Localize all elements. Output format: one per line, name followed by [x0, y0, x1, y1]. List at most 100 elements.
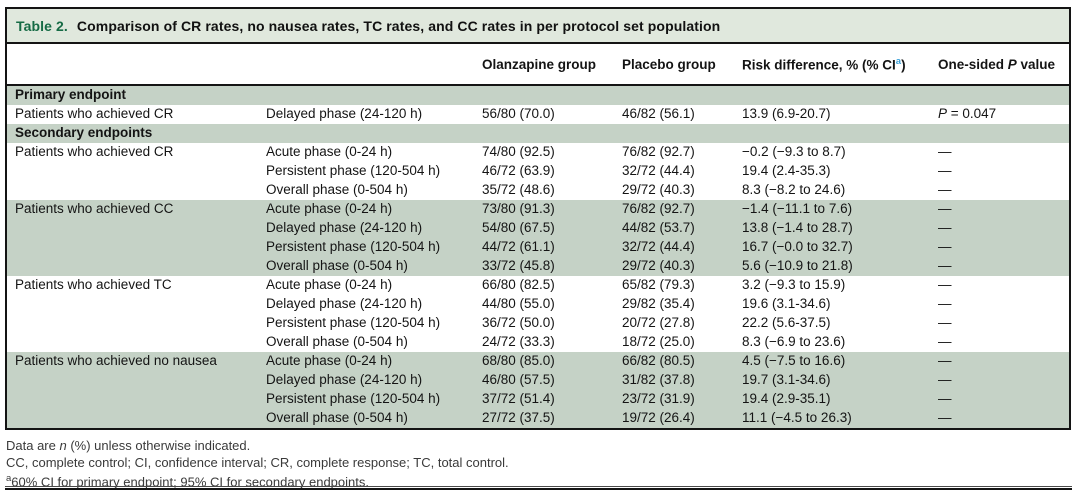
data-row: Overall phase (0-504 h) 27/72 (37.5) 19/72…	[7, 408, 1069, 428]
p-value-cell: —	[934, 237, 1069, 257]
olanzapine-value-cell: 24/72 (33.3)	[482, 334, 555, 349]
olanzapine-value-cell: 46/80 (57.5)	[478, 370, 618, 390]
phase-cell: Overall phase (0-504 h)	[262, 408, 478, 428]
olanzapine-value-cell: 56/80 (70.0)	[482, 106, 555, 121]
p-value-cell: —	[934, 351, 1069, 371]
data-row: Patients who achieved CR Acute phase (0-2…	[7, 143, 1069, 162]
col-header-p-value: One-sided P value	[934, 44, 1069, 86]
placebo-value-cell: 76/82 (92.7)	[622, 144, 695, 159]
p-value-cell: —	[934, 218, 1069, 238]
data-row: Delayed phase (24-120 h) 44/80 (55.0) 29/8…	[7, 295, 1069, 314]
section-header-label: Secondary endpoints	[7, 123, 1069, 143]
risk-difference-cell: 8.3 (−6.9 to 23.6)	[742, 334, 846, 349]
placebo-value-cell: 32/72 (44.4)	[622, 163, 695, 178]
data-row: Persistent phase (120-504 h) 36/72 (50.0)…	[7, 314, 1069, 333]
endpoint-cell	[7, 389, 262, 409]
placebo-value-cell: 23/72 (31.9)	[618, 389, 738, 409]
risk-difference-cell: 13.8 (−1.4 to 28.7)	[738, 218, 934, 238]
p-value-cell: —	[934, 370, 1069, 390]
risk-difference-cell: −0.2 (−9.3 to 8.7)	[742, 144, 846, 159]
phase-cell: Persistent phase (120-504 h)	[266, 163, 441, 178]
table-title: Comparison of CR rates, no nausea rates,…	[76, 18, 721, 34]
placebo-value-cell: 65/82 (79.3)	[622, 277, 695, 292]
placebo-value-cell: 29/82 (35.4)	[622, 296, 695, 311]
col-header-phase-empty	[262, 44, 478, 86]
table-footnotes: Data are n (%) unless otherwise indicate…	[6, 438, 1072, 491]
phase-cell: Overall phase (0-504 h)	[266, 334, 408, 349]
endpoint-cell	[7, 408, 262, 428]
olanzapine-value-cell: 27/72 (37.5)	[478, 408, 618, 428]
risk-difference-cell: 4.5 (−7.5 to 16.6)	[738, 351, 934, 371]
p-value-cell: P = 0.047	[938, 106, 997, 121]
bottom-double-rule	[5, 486, 1072, 490]
col-header-olanzapine: Olanzapine group	[478, 44, 618, 86]
olanzapine-value-cell: 44/80 (55.0)	[482, 296, 555, 311]
data-row: Persistent phase (120-504 h) 46/72 (63.9)…	[7, 162, 1069, 181]
endpoint-cell	[7, 333, 262, 352]
olanzapine-value-cell: 44/72 (61.1)	[478, 237, 618, 257]
placebo-value-cell: 31/82 (37.8)	[618, 370, 738, 390]
placebo-value-cell: 46/82 (56.1)	[622, 106, 695, 121]
olanzapine-value-cell: 46/72 (63.9)	[482, 163, 555, 178]
endpoint-cell: Patients who achieved CR	[15, 144, 174, 159]
phase-cell: Delayed phase (24-120 h)	[266, 106, 423, 121]
olanzapine-value-cell: 68/80 (85.0)	[478, 351, 618, 371]
olanzapine-value-cell: 33/72 (45.8)	[478, 256, 618, 276]
comparison-table: Olanzapine group Placebo group Risk diff…	[7, 44, 1069, 428]
table-body: Primary endpoint Patients who achieved CR…	[7, 84, 1069, 428]
data-row: Delayed phase (24-120 h) 46/80 (57.5) 31/8…	[7, 370, 1069, 390]
risk-difference-cell: 13.9 (6.9-20.7)	[742, 106, 831, 121]
table-number-label: Table 2.	[16, 18, 68, 34]
risk-difference-cell: 3.2 (−9.3 to 15.9)	[742, 277, 846, 292]
phase-cell: Delayed phase (24-120 h)	[262, 218, 478, 238]
phase-cell: Acute phase (0-24 h)	[262, 199, 478, 219]
data-row: Overall phase (0-504 h) 24/72 (33.3) 18/72…	[7, 333, 1069, 352]
data-row: Overall phase (0-504 h) 35/72 (48.6) 29/72…	[7, 181, 1069, 200]
table-title-bar: Table 2. Comparison of CR rates, no nause…	[7, 9, 1069, 44]
phase-cell: Persistent phase (120-504 h)	[262, 389, 478, 409]
endpoint-cell	[7, 295, 262, 314]
footnote-abbreviations: CC, complete control; CI, confidence int…	[6, 454, 509, 470]
risk-difference-cell: 19.4 (2.4-35.3)	[742, 163, 831, 178]
placebo-value-cell: 32/72 (44.4)	[618, 237, 738, 257]
table-header: Olanzapine group Placebo group Risk diff…	[7, 44, 1069, 86]
placebo-value-cell: 44/82 (53.7)	[618, 218, 738, 238]
endpoint-cell	[7, 256, 262, 276]
endpoint-cell: Patients who achieved TC	[15, 277, 172, 292]
phase-cell: Persistent phase (120-504 h)	[262, 237, 478, 257]
p-value-cell: —	[934, 389, 1069, 409]
phase-cell: Delayed phase (24-120 h)	[266, 296, 423, 311]
endpoint-cell	[7, 218, 262, 238]
data-row: Patients who achieved CR Delayed phase (2…	[7, 105, 1069, 124]
risk-difference-cell: −1.4 (−11.1 to 7.6)	[738, 199, 934, 219]
placebo-value-cell: 29/72 (40.3)	[622, 182, 695, 197]
olanzapine-value-cell: 66/80 (82.5)	[482, 277, 555, 292]
data-row: Overall phase (0-504 h) 33/72 (45.8) 29/72…	[7, 256, 1069, 276]
p-value-cell: —	[934, 199, 1069, 219]
endpoint-cell: Patients who achieved CR	[15, 106, 174, 121]
olanzapine-value-cell: 37/72 (51.4)	[478, 389, 618, 409]
section-header-row: Secondary endpoints	[7, 123, 1069, 143]
phase-cell: Persistent phase (120-504 h)	[266, 315, 441, 330]
phase-cell: Acute phase (0-24 h)	[262, 351, 478, 371]
olanzapine-value-cell: 74/80 (92.5)	[482, 144, 555, 159]
p-value-cell: —	[938, 315, 952, 330]
p-value-cell: —	[938, 296, 952, 311]
phase-cell: Acute phase (0-24 h)	[266, 277, 393, 292]
p-value-cell: —	[938, 144, 952, 159]
data-row: Patients who achieved no nausea Acute pha…	[7, 351, 1069, 371]
ci-footnote-marker: a	[895, 56, 902, 67]
p-value-cell: —	[934, 408, 1069, 428]
phase-cell: Acute phase (0-24 h)	[266, 144, 393, 159]
p-value-cell: —	[934, 256, 1069, 276]
footnote-data-note: Data are n (%) unless otherwise indicate…	[6, 438, 251, 453]
col-header-endpoint-empty	[7, 44, 262, 86]
data-row: Patients who achieved TC Acute phase (0-2…	[7, 276, 1069, 295]
risk-difference-cell: 8.3 (−8.2 to 24.6)	[742, 182, 846, 197]
phase-cell: Delayed phase (24-120 h)	[262, 370, 478, 390]
risk-difference-cell: 19.6 (3.1-34.6)	[742, 296, 831, 311]
endpoint-cell	[7, 162, 262, 181]
placebo-value-cell: 66/82 (80.5)	[618, 351, 738, 371]
olanzapine-value-cell: 35/72 (48.6)	[482, 182, 555, 197]
endpoint-cell: Patients who achieved CC	[7, 199, 262, 219]
